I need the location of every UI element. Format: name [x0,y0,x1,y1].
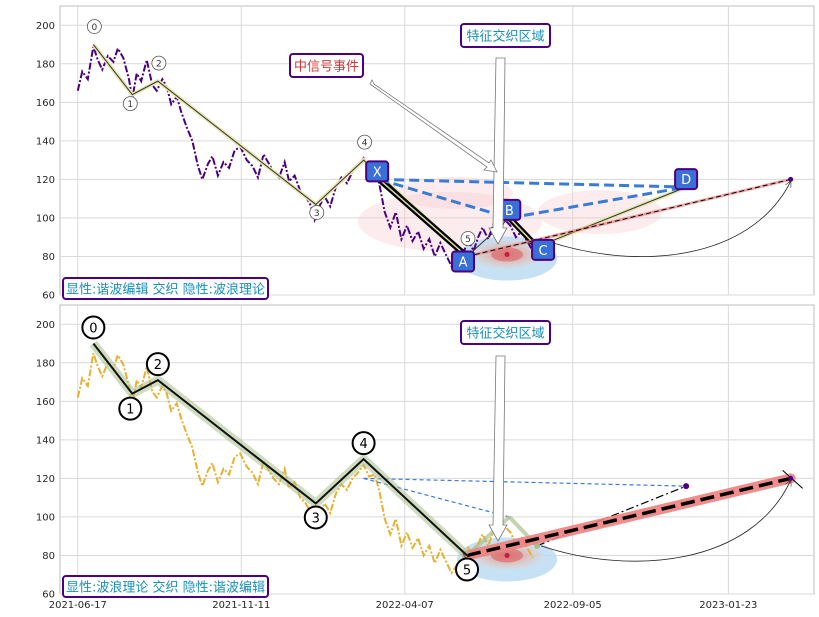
top-panel: 60 80 100 120 140 160 180 200 0 1 2 3 4 5 X A B C D [36,5,815,302]
y-tick-label: 120 [36,474,55,485]
feature-zone-label-top: 特征交织区域 [460,23,551,48]
forecast-connector [540,480,791,562]
grid-top [60,6,814,296]
wave-label: 4 [362,139,368,149]
wave-label: 3 [314,209,320,219]
legend-text-top: 显性:谐波编辑 交织 隐性:波浪理论 [66,282,265,298]
plot-frame-top [59,5,815,296]
harmonic-point [683,483,690,490]
y-tick-label: 120 [36,175,55,186]
x-tick-label: 2022-09-05 [544,600,602,611]
wave-label: 5 [463,563,471,578]
wave-marker [460,231,476,246]
wave-line [92,342,468,557]
y-tick-label: 180 [36,59,55,70]
harmonic-xd [379,177,687,189]
x-ticks: 2021-06-17 2021-11-11 2022-04-07 2022-09-05… [49,600,758,611]
x-tick-label: 2021-11-11 [212,600,270,611]
y-tick-label: 160 [36,98,55,109]
wave-label: 0 [89,322,97,337]
wave-marker [151,55,167,71]
y-tick-label: 60 [42,291,55,302]
y-tick-label: 80 [42,551,55,562]
wave-label: 2 [156,60,162,70]
forecast-top [466,176,794,258]
x-tick-label: 2021-06-17 [49,600,107,611]
x-tick-label: 2022-04-07 [376,600,434,611]
y-tick-label: 100 [36,512,55,523]
y-tick-label: 160 [36,397,55,408]
forecast-connector [546,181,791,258]
wave-label: 3 [312,511,320,526]
wave-series-bottom [89,340,471,559]
wave-marker [145,352,170,377]
harmonic-label: B [505,204,514,219]
wave-marker [303,505,328,530]
zone-arrow-top [488,57,508,245]
zone-ellipse [538,190,662,235]
harmonic-badge [451,250,476,273]
wave-label: 4 [359,437,367,452]
wave-marker [351,431,376,456]
harmonic-label: X [373,165,382,180]
forecast-end-point [788,176,794,182]
y-tick-label: 200 [36,21,55,32]
harmonic-leg-xa-inner [378,178,468,258]
bottom-panel: 60 80 100 120 140 160 180 200 0 1 2 3 4 5 [36,304,815,601]
wave-label: 0 [91,23,97,33]
y-tick-label: 60 [42,590,55,601]
signal-event-label: 中信号事件 [289,53,364,78]
feature-zone-label-bottom: 特征交织区域 [460,320,551,345]
labels-top: 0 1 2 3 4 5 X A B C D [86,19,699,273]
zone-ellipse [397,176,513,209]
wave-label: 5 [465,235,471,245]
harmonic-badge [674,168,699,191]
wave-marker [357,134,373,150]
forecast-band [466,177,791,258]
y-tick-label: 140 [36,136,55,147]
y-tick-label: 180 [36,358,55,369]
harmonic-badge [365,160,390,183]
y-tick-label: 200 [36,320,55,331]
legend-label-bottom: 显性:波浪理论 交织 隐性:谐波编辑 [62,575,269,598]
labels-bottom: 0 1 2 3 4 5 [81,315,480,582]
wave-marker [81,315,106,340]
y-tick-label: 100 [36,213,55,224]
plot-frame-bottom [59,304,815,595]
legend-label-top: 显性:谐波编辑 交织 隐性:波浪理论 [62,277,269,300]
harmonic-xd [363,477,687,487]
harmonic-xb [378,177,510,220]
forecast-line [466,476,792,558]
feature-zone-text-top: 特征交织区域 [466,29,544,45]
wave-marker [455,557,480,582]
harmonic-series-top [377,177,687,259]
signal-event-text: 中信号事件 [294,60,359,75]
zone-arrow-bottom [488,355,508,542]
harmonic-label: A [459,255,468,270]
wave-marker [122,96,138,112]
y-ticks-top: 60 80 100 120 140 160 180 200 [36,21,55,302]
harmonic-label: D [681,173,691,188]
focus-point [504,252,510,258]
wave-marker [118,396,143,421]
event-arrow [369,79,498,173]
feature-zone-text-bottom: 特征交织区域 [466,326,544,342]
wave-label: 1 [127,100,133,110]
forecast-end-point [788,475,794,481]
harmonic-leg-cd [536,186,687,248]
y-ticks-bottom: 60 80 100 120 140 160 180 200 [36,320,55,601]
focus-point [504,552,510,558]
legend-text-bottom: 显性:波浪理论 交织 隐性:谐波编辑 [66,580,265,596]
wave-label: 1 [126,403,134,418]
harmonic-point [534,542,541,549]
y-tick-label: 140 [36,435,55,446]
x-tick-label: 2023-01-23 [699,600,757,611]
wave-marker [309,205,325,220]
wave-label: 2 [154,358,162,373]
wave-marker [86,19,102,34]
y-tick-label: 80 [42,252,55,263]
harmonic-badge [531,238,556,261]
harmonic-label: C [539,244,548,259]
